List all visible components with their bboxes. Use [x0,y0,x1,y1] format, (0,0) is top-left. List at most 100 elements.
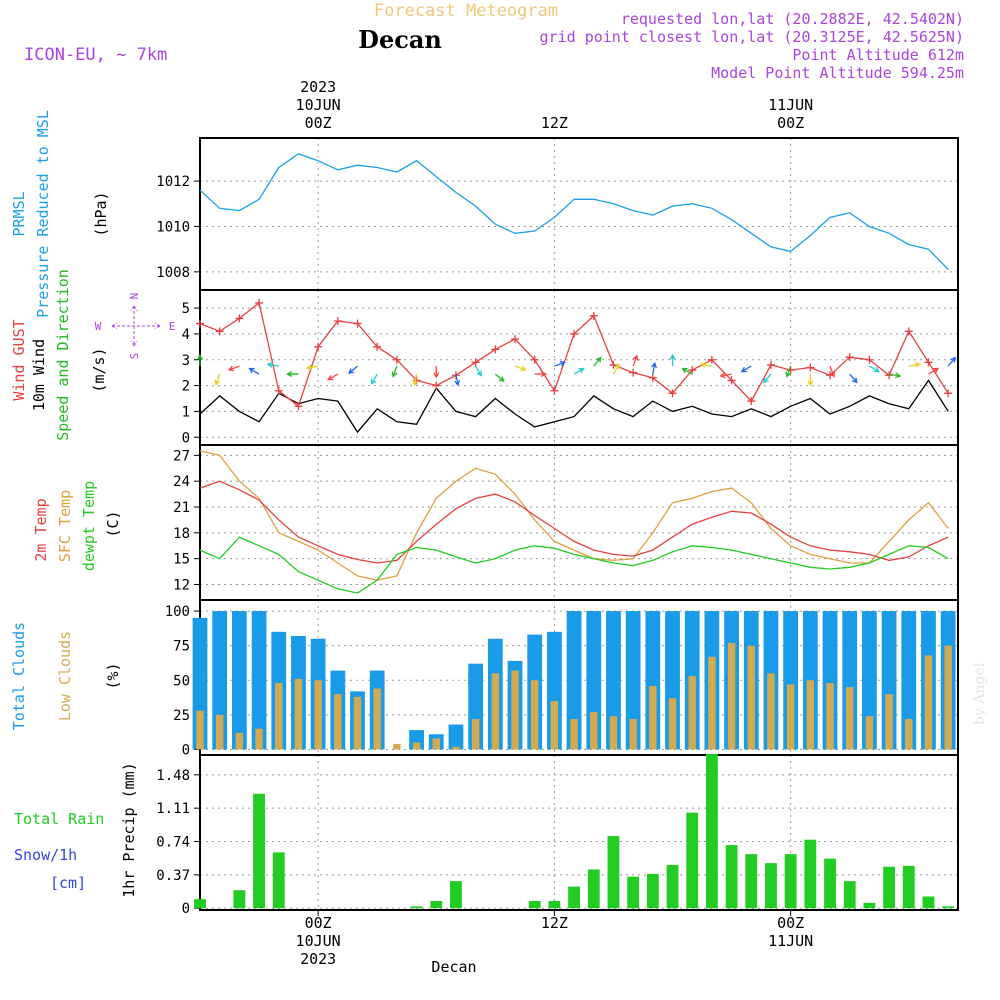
total-cloud-bar [901,611,917,750]
gust-marker [904,327,913,336]
top-time-label: 00Z [777,114,804,132]
gust-marker [235,314,244,323]
low-cloud-bar [196,710,204,750]
low-cloud-bar [609,716,618,750]
wind-direction-arrow [534,371,548,378]
gridpoint-coords: grid point closest lon,lat (20.3125E, 42… [540,28,964,46]
panel-wind: 0 1 2 3 4 5 [182,289,959,446]
y-tick-label: 0 [182,901,190,917]
wind-direction-arrow [785,365,792,378]
bottom-year-label: 2023 [300,950,336,968]
y-tick-label: 1.48 [156,768,190,784]
rain-bar [765,863,777,909]
watermark: by Angel [972,662,988,725]
wind-direction-arrow [612,363,620,375]
footer-location: Decan [431,958,476,976]
rain-bar [627,876,640,909]
cloud-label-total: Total Clouds [10,622,28,730]
rain-bar [705,754,718,909]
bottom-time-label: 12Z [541,914,568,932]
wind-direction-arrow [391,365,398,378]
rain-bar [942,906,955,909]
y-tick-label: 1.11 [156,801,190,817]
low-cloud-bar [727,642,736,750]
gust-marker [373,342,382,351]
top-date-label: 10JUN [296,96,341,114]
requested-coords: requested lon,lat (20.2882E, 42.5402N) [621,10,964,28]
wind-direction-arrow [719,372,732,379]
wind-gust-line [199,301,949,408]
rain-bar [725,845,738,909]
gust-marker [865,355,874,364]
low-cloud-bar [688,676,696,750]
rain-bar [430,900,443,909]
bottom-date-label: 11JUN [768,932,813,950]
y-tick-label: 5 [182,301,190,317]
total-cloud-bar [448,724,464,750]
sfc-temp-line [199,450,949,581]
rain-bar [528,900,541,909]
cloud-label-low: Low Clouds [56,631,74,721]
gust-marker [432,381,441,390]
compass-s: S [128,353,141,360]
gust-marker [944,389,953,398]
rain-bar [843,881,856,909]
low-cloud-bar [846,687,854,750]
y-tick-label: 1010 [156,219,190,235]
rain-bar [450,881,462,909]
wind-direction-arrow [740,365,752,373]
low-cloud-bar [944,645,952,750]
gust-marker [766,360,775,369]
rain-bar [272,852,285,909]
pressure-label-2: Pressure Reduced to MSL [34,110,52,318]
wind-direction-arrow [593,356,602,367]
y-tick-label: 0 [182,742,190,758]
wind-direction-arrow [632,354,639,367]
gust-marker [747,397,756,406]
low-cloud-bar [570,719,578,750]
rain-bar [745,854,758,909]
wind-direction-arrow [869,365,881,373]
wind-label-gust: Wind GUST [10,319,28,400]
low-cloud-bar [550,701,559,750]
panel-frame [199,754,959,911]
low-cloud-bar [334,694,342,750]
y-tick-label: 3 [182,353,190,369]
bottom-date-label: 10JUN [296,932,341,950]
low-cloud-bar [255,728,263,750]
low-cloud-bar [393,743,401,750]
wind-direction-arrow [888,372,902,379]
precip-axis-label: 1hr Precip (mm) [120,762,138,897]
y-tick-label: 27 [173,448,190,464]
rain-bar [568,886,580,909]
y-tick-label: 2 [182,379,190,395]
low-cloud-bar [432,738,440,750]
wind-direction-arrow [651,361,657,375]
low-cloud-bar [806,680,815,750]
y-tick-label: 75 [173,639,190,655]
low-cloud-bar [275,683,283,750]
low-cloud-bar [373,688,381,750]
rain-bar [253,793,265,909]
top-date-label: 11JUN [768,96,813,114]
panel-pressure: 1008 1010 1012 [156,137,959,291]
wind-direction-arrow [371,373,378,385]
low-cloud-bar [314,680,322,750]
location-title: Decan [358,25,442,54]
total-cloud-bar [212,611,228,750]
gust-marker [333,317,342,325]
total-cloud-bar [862,611,877,750]
wind-direction-arrow [266,361,279,368]
rain-bar [922,896,935,909]
wind-direction-arrow [829,365,836,378]
wind-direction-arrow [348,365,358,375]
compass-n: N [128,293,141,300]
gust-marker [885,371,894,380]
wind-direction-arrow [849,373,858,384]
rain-bar [233,890,246,909]
bottom-time-label: 00Z [777,914,804,932]
low-cloud-bar [412,742,421,750]
y-tick-label: 0.37 [156,868,190,884]
cloud-unit: (%) [104,662,122,689]
gust-marker [707,355,716,364]
